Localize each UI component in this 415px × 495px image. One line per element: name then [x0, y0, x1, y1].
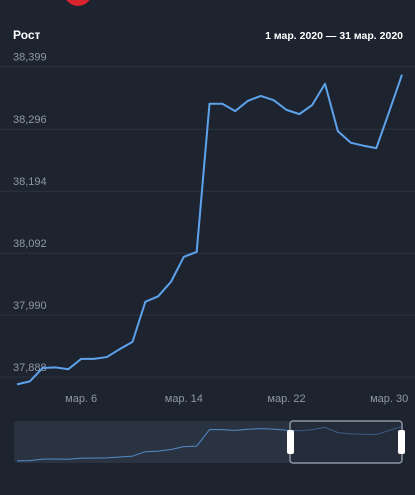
- y-tick-label: 38,296: [13, 114, 47, 126]
- navigator-handle[interactable]: [398, 430, 405, 454]
- y-tick-label: 38,092: [13, 238, 47, 250]
- plot: [16, 74, 403, 386]
- x-tick-label: мар. 14: [165, 393, 203, 405]
- logo: [66, 0, 90, 6]
- y-tick-label: 38,399: [13, 52, 47, 64]
- navigator-handle[interactable]: [287, 430, 294, 454]
- navigator-line: [16, 425, 403, 462]
- navigator-data-line: [16, 425, 403, 462]
- grid: 37,888 37,990 38,092 38,194 38,296 38,399 мар.…: [0, 52, 415, 405]
- navigator[interactable]: [14, 421, 402, 463]
- navigator-window[interactable]: [289, 420, 403, 464]
- x-tick-label: мар. 22: [267, 393, 305, 405]
- y-tick-label: 37,990: [13, 300, 47, 312]
- data-line: [16, 74, 403, 386]
- y-tick-label: 37,888: [13, 362, 47, 374]
- date-range: 1 мар. 2020 — 31 мар. 2020: [265, 30, 403, 42]
- x-tick-label: мар. 30: [370, 393, 408, 405]
- chart-title: Рост: [13, 28, 41, 42]
- x-tick-label: мар. 6: [65, 393, 97, 405]
- y-tick-label: 38,194: [13, 176, 47, 188]
